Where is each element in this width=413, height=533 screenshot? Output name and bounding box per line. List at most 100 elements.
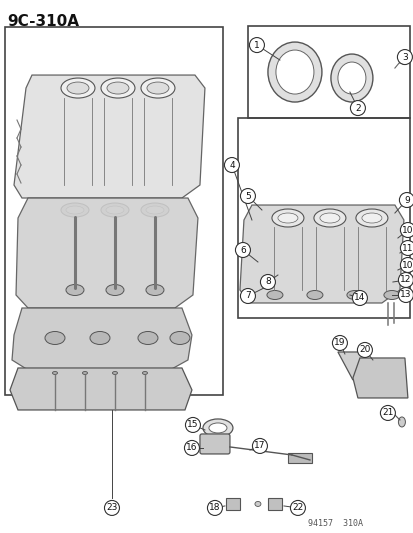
- Circle shape: [399, 257, 413, 272]
- Polygon shape: [34, 370, 62, 392]
- Ellipse shape: [330, 54, 372, 102]
- Ellipse shape: [275, 50, 313, 94]
- Ellipse shape: [106, 285, 123, 295]
- Text: 21: 21: [381, 408, 393, 417]
- Ellipse shape: [146, 285, 164, 295]
- Ellipse shape: [45, 332, 65, 344]
- FancyBboxPatch shape: [199, 434, 229, 454]
- Ellipse shape: [254, 502, 260, 506]
- Text: 14: 14: [354, 294, 365, 303]
- Text: 2: 2: [354, 103, 360, 112]
- Circle shape: [240, 288, 255, 303]
- Text: 9: 9: [403, 196, 409, 205]
- Ellipse shape: [82, 372, 87, 375]
- Circle shape: [184, 440, 199, 456]
- Text: 23: 23: [106, 504, 117, 512]
- Circle shape: [396, 50, 411, 64]
- Circle shape: [399, 192, 413, 207]
- Text: 8: 8: [264, 278, 270, 287]
- Bar: [5, 27, 223, 395]
- Text: 10: 10: [401, 225, 413, 235]
- Text: 4: 4: [228, 160, 234, 169]
- Ellipse shape: [361, 213, 381, 223]
- Polygon shape: [337, 352, 367, 380]
- Ellipse shape: [101, 203, 129, 217]
- Ellipse shape: [346, 290, 362, 300]
- Circle shape: [399, 240, 413, 255]
- Ellipse shape: [202, 419, 233, 437]
- Text: 15: 15: [187, 421, 198, 430]
- Ellipse shape: [142, 372, 147, 375]
- Ellipse shape: [397, 417, 404, 427]
- Text: 6: 6: [240, 246, 245, 254]
- Circle shape: [235, 243, 250, 257]
- Ellipse shape: [147, 82, 169, 94]
- Ellipse shape: [138, 332, 158, 344]
- Text: 22: 22: [292, 504, 303, 512]
- Polygon shape: [352, 358, 407, 398]
- Ellipse shape: [399, 56, 404, 64]
- Ellipse shape: [383, 290, 399, 300]
- Text: 5: 5: [244, 191, 250, 200]
- Text: 9C-310A: 9C-310A: [7, 14, 79, 29]
- Circle shape: [260, 274, 275, 289]
- Bar: [237, 118, 409, 318]
- Circle shape: [349, 101, 365, 116]
- Ellipse shape: [337, 62, 365, 94]
- Ellipse shape: [319, 213, 339, 223]
- Ellipse shape: [61, 203, 89, 217]
- Ellipse shape: [266, 290, 282, 300]
- Polygon shape: [134, 370, 161, 392]
- Ellipse shape: [66, 285, 84, 295]
- Text: 3: 3: [401, 53, 407, 61]
- Polygon shape: [16, 198, 197, 308]
- Circle shape: [104, 500, 119, 515]
- Ellipse shape: [61, 78, 95, 98]
- Bar: [225, 498, 240, 510]
- Ellipse shape: [271, 209, 303, 227]
- Text: 10: 10: [401, 261, 413, 270]
- Ellipse shape: [67, 82, 89, 94]
- Text: 7: 7: [244, 292, 250, 301]
- Text: 12: 12: [399, 276, 411, 285]
- Ellipse shape: [90, 332, 110, 344]
- Circle shape: [332, 335, 347, 351]
- Text: 16: 16: [186, 443, 197, 453]
- Circle shape: [380, 406, 394, 421]
- Ellipse shape: [306, 290, 322, 300]
- Ellipse shape: [107, 82, 129, 94]
- Bar: [247, 26, 409, 118]
- Bar: [267, 498, 281, 510]
- Circle shape: [185, 417, 200, 432]
- Text: 18: 18: [209, 504, 220, 512]
- Polygon shape: [12, 308, 192, 370]
- Bar: [287, 453, 311, 463]
- Circle shape: [399, 222, 413, 238]
- Ellipse shape: [66, 206, 84, 214]
- Circle shape: [356, 343, 372, 358]
- Text: 1: 1: [254, 41, 259, 50]
- Circle shape: [224, 158, 239, 173]
- Ellipse shape: [355, 209, 387, 227]
- Ellipse shape: [313, 209, 345, 227]
- Ellipse shape: [106, 206, 123, 214]
- Circle shape: [240, 189, 255, 204]
- Ellipse shape: [209, 423, 226, 433]
- Circle shape: [351, 290, 366, 305]
- Circle shape: [397, 272, 413, 287]
- Text: 13: 13: [399, 290, 411, 300]
- Text: 94157  310A: 94157 310A: [307, 519, 362, 528]
- Ellipse shape: [141, 203, 169, 217]
- Circle shape: [290, 500, 305, 515]
- Polygon shape: [240, 205, 403, 303]
- Ellipse shape: [170, 332, 190, 344]
- Circle shape: [397, 287, 413, 303]
- Ellipse shape: [112, 372, 117, 375]
- Text: 17: 17: [254, 441, 265, 450]
- Ellipse shape: [277, 213, 297, 223]
- Ellipse shape: [267, 42, 321, 102]
- Polygon shape: [14, 75, 204, 198]
- Text: 19: 19: [333, 338, 345, 348]
- Ellipse shape: [146, 206, 164, 214]
- Text: 11: 11: [401, 244, 413, 253]
